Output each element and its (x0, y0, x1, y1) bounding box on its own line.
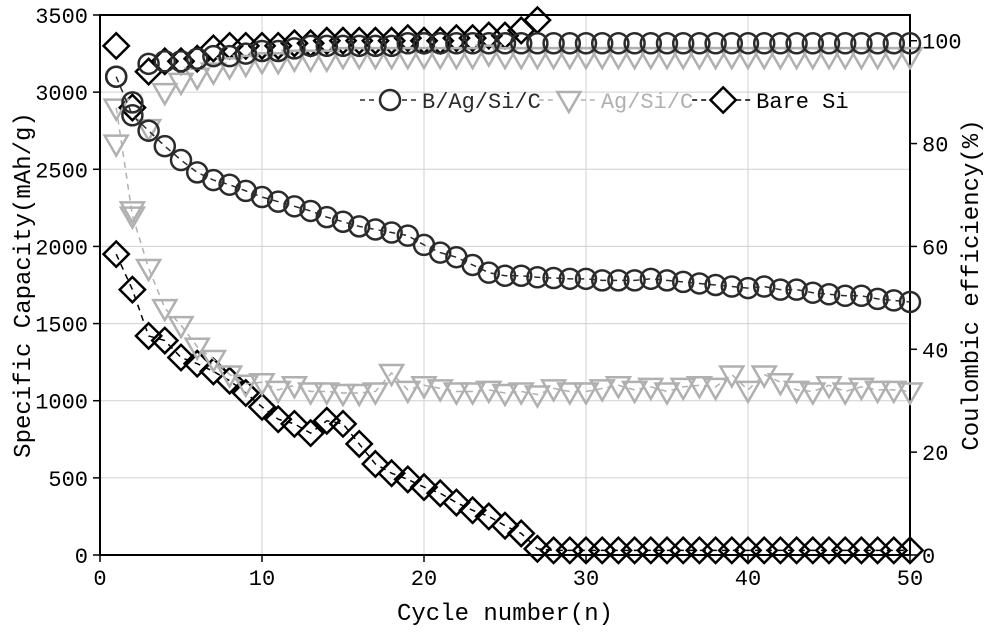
y-right-tick-label: 20 (922, 442, 948, 467)
y-right-tick-label: 60 (922, 236, 948, 261)
y-left-tick-label: 0 (75, 545, 88, 570)
y-left-tick-label: 1000 (35, 391, 88, 416)
x-tick-label: 0 (93, 567, 106, 592)
legend-label: Bare Si (756, 90, 848, 115)
legend-label: B/Ag/Si/C (422, 90, 541, 115)
y-right-axis-label: Coulombic efficiency(%) (959, 119, 986, 450)
y-left-tick-label: 3500 (35, 5, 88, 30)
x-tick-label: 30 (573, 567, 599, 592)
y-left-tick-label: 2000 (35, 236, 88, 261)
y-left-tick-label: 500 (48, 468, 88, 493)
y-right-tick-label: 100 (922, 31, 962, 56)
y-right-tick-label: 80 (922, 134, 948, 159)
legend: B/Ag/Si/C Ag/Si/C Bare Si (360, 87, 849, 115)
legend-label: Ag/Si/C (601, 90, 693, 115)
x-tick-label: 10 (249, 567, 275, 592)
y-right-tick-label: 0 (922, 545, 935, 570)
dual-axis-scatter-chart: 0102030405005001000150020002500300035000… (0, 0, 1000, 643)
y-left-tick-label: 1500 (35, 314, 88, 339)
x-tick-label: 40 (735, 567, 761, 592)
y-right-tick-label: 40 (922, 339, 948, 364)
x-axis-label: Cycle number(n) (397, 601, 613, 628)
x-tick-label: 20 (411, 567, 437, 592)
x-tick-label: 50 (897, 567, 923, 592)
y-left-tick-label: 2500 (35, 159, 88, 184)
y-left-axis-label: Specific Capacity(mAh/g) (11, 112, 38, 458)
y-left-tick-label: 3000 (35, 82, 88, 107)
